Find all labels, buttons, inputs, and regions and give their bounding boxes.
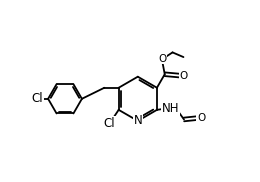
Text: O: O bbox=[197, 113, 205, 123]
Text: N: N bbox=[133, 114, 142, 127]
Text: O: O bbox=[180, 71, 188, 81]
Text: O: O bbox=[159, 54, 167, 64]
Text: NH: NH bbox=[162, 102, 179, 115]
Text: Cl: Cl bbox=[31, 92, 43, 105]
Text: Cl: Cl bbox=[104, 117, 115, 130]
